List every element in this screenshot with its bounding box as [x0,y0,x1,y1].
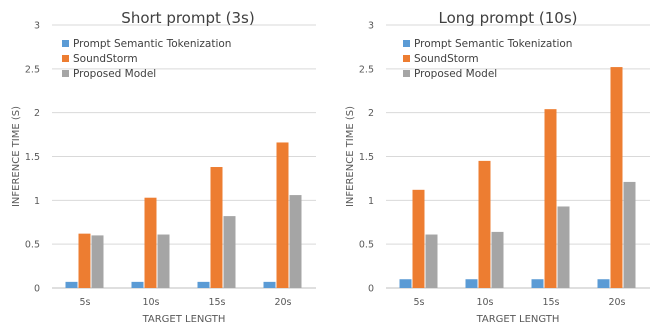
bar-proposed-model-5s [91,235,104,288]
bar-proposed-model-15s [557,206,570,288]
bar-prompt-semantic-tokenization-15s [531,279,544,288]
bar-proposed-model-10s [157,234,170,288]
legend-swatch [403,40,410,47]
y-tick-label: 3 [368,21,374,32]
bar-proposed-model-20s [623,181,636,288]
y-tick-label: 0 [34,284,40,295]
legend-entry: Prompt Semantic Tokenization [414,38,572,50]
y-tick-label: 1 [34,196,40,207]
legend-swatch [62,55,69,62]
bar-prompt-semantic-tokenization-15s [197,281,210,288]
chart-title: Short prompt (3s) [121,9,254,27]
bar-soundstorm-20s [610,67,623,288]
x-tick-label: 5s [414,297,425,308]
x-tick-label: 20s [608,297,625,308]
legend-entry: SoundStorm [73,53,138,65]
x-axis-title: TARGET LENGTH [142,314,226,324]
y-axis-title: INFERENCE TIME (S) [11,106,22,207]
legend-entry: Proposed Model [414,68,497,80]
x-tick-label: 20s [274,297,291,308]
bar-prompt-semantic-tokenization-20s [263,281,276,288]
bar-prompt-semantic-tokenization-20s [597,279,610,288]
legend-swatch [62,40,69,47]
legend-swatch [403,55,410,62]
bar-proposed-model-5s [425,234,438,288]
x-tick-label: 10s [476,297,493,308]
legend-entry: Prompt Semantic Tokenization [73,38,231,50]
bar-soundstorm-5s [412,189,425,288]
y-tick-label: 2.5 [359,64,374,75]
y-tick-label: 2 [34,108,40,119]
bar-soundstorm-15s [210,167,223,288]
legend-swatch [403,70,410,77]
bar-proposed-model-10s [491,231,504,288]
y-tick-label: 3 [34,21,40,32]
chart-long-prompt: 0 0.5 1 1.5 2 2.5 3 5s 10s 15s 20s Long prompt (10s… [345,9,650,324]
bar-soundstorm-10s [144,197,157,288]
x-tick-label: 15s [542,297,559,308]
y-tick-label: 0.5 [25,240,40,251]
chart-short-prompt: 0 0.5 1 1.5 2 2.5 3 5s 10s 15s 20s Short prompt (3s… [11,9,316,324]
y-tick-label: 0 [368,284,374,295]
bar-soundstorm-5s [78,233,91,288]
x-tick-label: 5s [80,297,91,308]
y-axis-title: INFERENCE TIME (S) [345,106,356,207]
bar-prompt-semantic-tokenization-10s [465,279,478,288]
x-tick-label: 10s [142,297,159,308]
bar-soundstorm-10s [478,160,491,288]
bar-proposed-model-15s [223,216,236,288]
x-tick-label: 15s [208,297,225,308]
legend-entry: Proposed Model [73,68,156,80]
x-axis-title: TARGET LENGTH [476,314,560,324]
bar-prompt-semantic-tokenization-10s [131,281,144,288]
bar-soundstorm-20s [276,142,289,288]
y-tick-label: 2 [368,108,374,119]
legend-entry: SoundStorm [414,53,479,65]
y-tick-label: 2.5 [25,64,40,75]
y-tick-label: 1.5 [25,152,40,163]
bar-soundstorm-15s [544,109,557,288]
bar-proposed-model-20s [289,195,302,288]
legend-swatch [62,70,69,77]
bar-prompt-semantic-tokenization-5s [399,279,412,288]
y-tick-label: 0.5 [359,240,374,251]
y-tick-label: 1.5 [359,152,374,163]
chart-title: Long prompt (10s) [439,9,578,27]
y-tick-label: 1 [368,196,374,207]
bar-prompt-semantic-tokenization-5s [65,281,78,288]
